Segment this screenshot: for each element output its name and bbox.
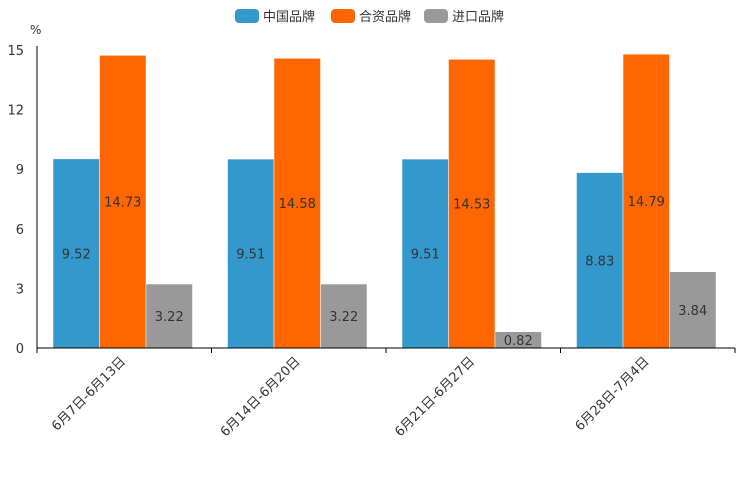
data-label: 14.58 <box>279 197 316 212</box>
bar <box>576 172 624 349</box>
x-tick-label: 6月7日-6月13日 <box>49 354 129 434</box>
data-label: 9.51 <box>236 248 265 263</box>
legend-swatch <box>424 9 448 23</box>
legend-label: 进口品牌 <box>452 9 504 25</box>
bar <box>448 59 496 349</box>
x-tick-label: 6月28日-7月4日 <box>573 354 653 434</box>
data-label: 14.79 <box>628 195 665 210</box>
data-label: 3.22 <box>329 310 358 325</box>
y-axis: 0 3 6 9 12 15 <box>7 44 38 357</box>
bars: 9.52 14.73 3.22 9.51 14.58 3.22 9.51 14.53 0.82 8… <box>52 53 717 349</box>
legend: 中国品牌 合资品牌 进口品牌 <box>235 9 504 25</box>
y-tick-label: 9 <box>16 163 24 178</box>
data-label: 14.53 <box>453 198 490 213</box>
y-tick-label: 12 <box>7 104 24 119</box>
legend-swatch <box>331 9 355 23</box>
bar <box>669 271 717 349</box>
legend-label: 合资品牌 <box>359 9 411 25</box>
bar <box>273 58 321 349</box>
data-label: 0.82 <box>504 334 533 349</box>
data-label: 3.22 <box>155 310 184 325</box>
y-tick-label: 6 <box>16 223 24 238</box>
x-axis: 6月7日-6月13日 6月14日-6月20日 6月21日-6月27日 6月28日-7月… <box>36 347 736 440</box>
y-tick-label: 0 <box>16 342 24 357</box>
bar <box>99 55 147 349</box>
data-label: 14.73 <box>104 196 141 211</box>
legend-swatch <box>235 9 259 23</box>
bar <box>622 53 670 349</box>
data-label: 3.84 <box>678 304 707 319</box>
y-tick-label: 3 <box>16 282 24 297</box>
legend-label: 中国品牌 <box>263 9 315 25</box>
bar <box>320 283 368 349</box>
data-label: 9.51 <box>411 248 440 263</box>
y-axis-unit-label: % <box>30 23 41 37</box>
y-tick-label: 15 <box>7 44 24 59</box>
data-label: 8.83 <box>585 254 614 269</box>
x-tick-label: 6月21日-6月27日 <box>392 354 478 440</box>
x-tick-label: 6月14日-6月20日 <box>218 354 304 440</box>
data-label: 9.52 <box>62 247 91 262</box>
